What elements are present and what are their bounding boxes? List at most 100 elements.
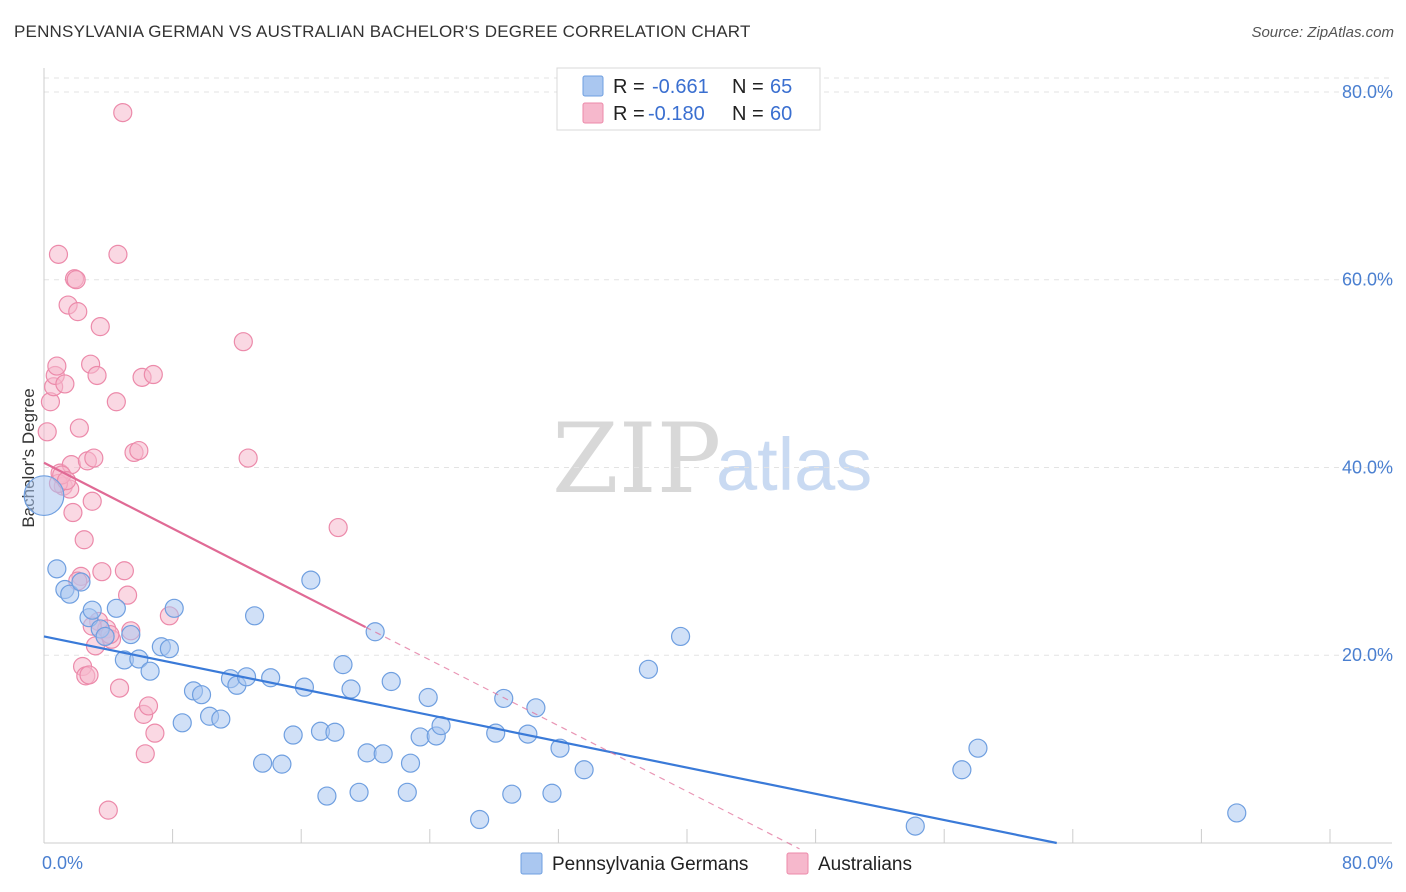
pennsylvania-german-point-35 [333,655,353,675]
x-ticks [172,829,1331,843]
trend-line-pennsylvania-germans [43,635,1057,845]
australian-point-48 [143,364,163,385]
bottom-legend: Pennsylvania Germans Australians [520,852,912,875]
australian-point-19 [74,530,94,550]
pennsylvania-german-point-54 [542,783,562,803]
pennsylvania-german-point-0 [23,475,65,517]
pennsylvania-german-point-62 [1227,803,1247,823]
pennsylvania-german-point-29 [283,725,303,745]
pennsylvania-german-point-4 [71,572,91,592]
australian-point-37 [109,678,130,698]
pennsylvania-german-point-59 [905,816,925,836]
pennsylvania-german-point-33 [317,786,337,806]
australian-point-46 [135,744,155,764]
australian-point-51 [233,332,253,352]
y-tick-labels: 20.0% 40.0% 60.0% 80.0% [1342,82,1393,665]
australian-point-29 [90,317,110,337]
pennsylvania-german-point-50 [494,688,514,709]
chart-source: Source: ZipAtlas.com [1251,24,1394,41]
pennsylvania-german-point-17 [172,713,192,733]
australian-point-12 [63,502,83,523]
australian-point-47 [138,696,159,716]
bottom-legend-label-blue: Pennsylvania Germans [552,854,748,875]
pennsylvania-german-point-16 [164,598,184,618]
pennsylvania-german-point-40 [373,744,393,764]
australian-point-35 [106,392,126,412]
watermark-zip: ZIP [552,403,721,515]
australian-point-5 [48,244,69,264]
pennsylvania-german-point-61 [968,738,988,758]
legend-r-label-blue: R = [613,76,645,98]
pennsylvania-german-point-31 [301,570,321,590]
australian-point-36 [108,244,128,264]
legend-n-label-pink: N = [732,103,764,125]
series-australians-points [37,102,348,820]
pennsylvania-german-point-41 [381,671,401,692]
pennsylvania-german-point-34 [325,722,345,742]
pennsylvania-german-point-9 [106,598,126,618]
trend-line-australians [43,461,367,629]
y-tick-label-80: 80.0% [1342,82,1393,102]
australian-point-40 [117,585,138,605]
pennsylvania-german-point-45 [418,687,438,708]
x-tick-label-min: 0.0% [42,853,83,873]
legend-r-value-blue: -0.661 [652,76,709,98]
pennsylvania-german-point-44 [410,727,430,747]
legend-swatch-pink [582,102,604,124]
y-tick-label-60: 60.0% [1342,270,1393,290]
y-tick-label-40: 40.0% [1342,457,1393,477]
pennsylvania-german-point-60 [952,760,972,780]
australian-point-8 [55,374,75,394]
australian-point-25 [84,448,104,468]
y-tick-label-20: 20.0% [1342,645,1393,665]
pennsylvania-german-point-36 [341,679,361,699]
trend-lines [43,461,1057,850]
pennsylvania-german-point-38 [357,743,377,763]
pennsylvania-german-point-13 [140,661,160,681]
pennsylvania-german-point-1 [47,559,67,579]
legend-n-value-pink: 60 [770,103,792,125]
pennsylvania-german-point-37 [349,782,369,802]
bottom-legend-swatch-pink [786,852,809,875]
grid [44,77,1392,656]
legend-swatch-blue [582,75,604,97]
series-pennsylvania-germans-points [23,475,1247,836]
australian-point-4 [47,356,67,376]
pennsylvania-german-point-15 [159,639,179,659]
pennsylvania-german-point-53 [526,698,546,718]
pennsylvania-german-point-56 [574,760,594,780]
pennsylvania-german-point-21 [211,709,231,729]
australian-point-24 [82,491,102,511]
legend-r-value-pink: -0.180 [648,103,705,125]
australian-point-30 [92,562,112,582]
pennsylvania-german-point-48 [470,809,490,830]
australian-point-49 [145,723,165,743]
australian-point-53 [328,517,348,538]
pennsylvania-german-point-28 [272,754,292,774]
bottom-legend-label-pink: Australians [818,854,912,875]
australian-point-33 [98,800,118,820]
australian-point-27 [87,365,107,386]
pennsylvania-german-point-42 [397,782,417,802]
australian-point-14 [66,270,86,290]
australian-point-15 [68,302,88,322]
australian-point-0 [37,422,57,442]
pennsylvania-german-point-6 [82,600,102,620]
pennsylvania-german-point-58 [670,626,691,647]
australian-point-16 [69,418,89,438]
pennsylvania-german-point-25 [244,606,265,626]
pennsylvania-german-point-3 [60,584,80,604]
australian-point-22 [79,665,99,685]
australian-point-52 [238,448,258,468]
pennsylvania-german-point-57 [638,659,659,679]
pennsylvania-german-point-8 [95,626,115,647]
australian-point-39 [114,561,134,581]
bottom-legend-swatch-blue [520,852,543,875]
pennsylvania-german-point-30 [294,677,315,697]
pennsylvania-german-point-39 [365,622,385,642]
trend-line-extension-australians [365,626,800,850]
watermark-atlas: atlas [716,423,872,506]
pennsylvania-german-point-26 [253,753,273,773]
pennsylvania-german-point-11 [121,624,141,645]
